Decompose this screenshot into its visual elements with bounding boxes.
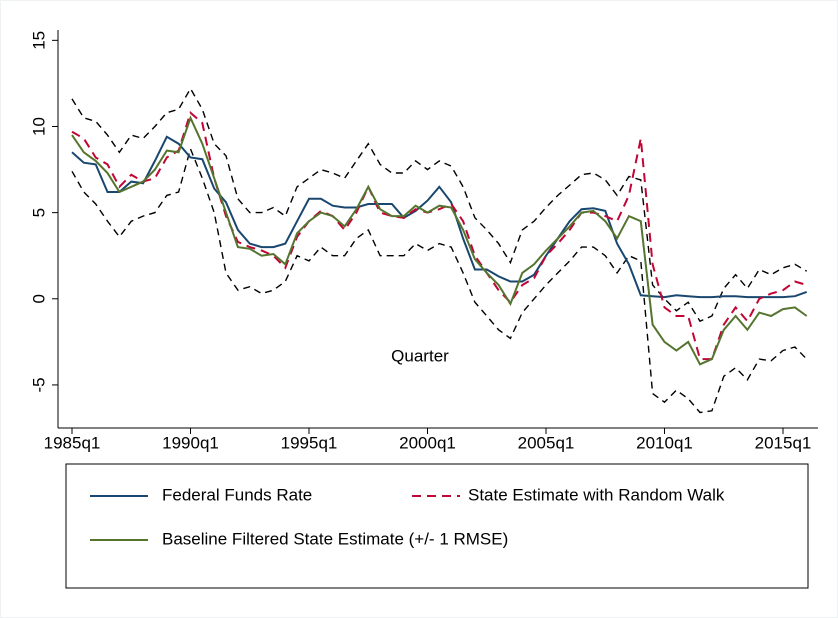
y-tick-label: 15: [29, 31, 48, 50]
x-tick-label: 1990q1: [162, 433, 219, 452]
x-tick-label: 2005q1: [518, 433, 575, 452]
x-tick-label: 2015q1: [755, 433, 812, 452]
y-tick-label: 0: [29, 294, 48, 303]
y-tick-label: -5: [29, 377, 48, 392]
x-tick-label: 2000q1: [399, 433, 456, 452]
x-tick-label: 1985q1: [44, 433, 101, 452]
legend-box: [65, 463, 809, 589]
legend-label: Federal Funds Rate: [162, 485, 312, 504]
y-tick-label: 10: [29, 117, 48, 136]
x-axis-title: Quarter: [391, 346, 449, 365]
legend-label: State Estimate with Random Walk: [468, 485, 725, 504]
y-tick-label: 5: [29, 208, 48, 217]
band-lower: [71, 146, 808, 414]
series-line: [71, 135, 808, 299]
series-line: [71, 110, 807, 361]
series-line: [71, 115, 808, 366]
band-upper: [71, 87, 808, 323]
x-tick-label: 1995q1: [281, 433, 338, 452]
x-tick-label: 2010q1: [636, 433, 693, 452]
legend-label: Baseline Filtered State Estimate (+/- 1 …: [162, 529, 508, 548]
